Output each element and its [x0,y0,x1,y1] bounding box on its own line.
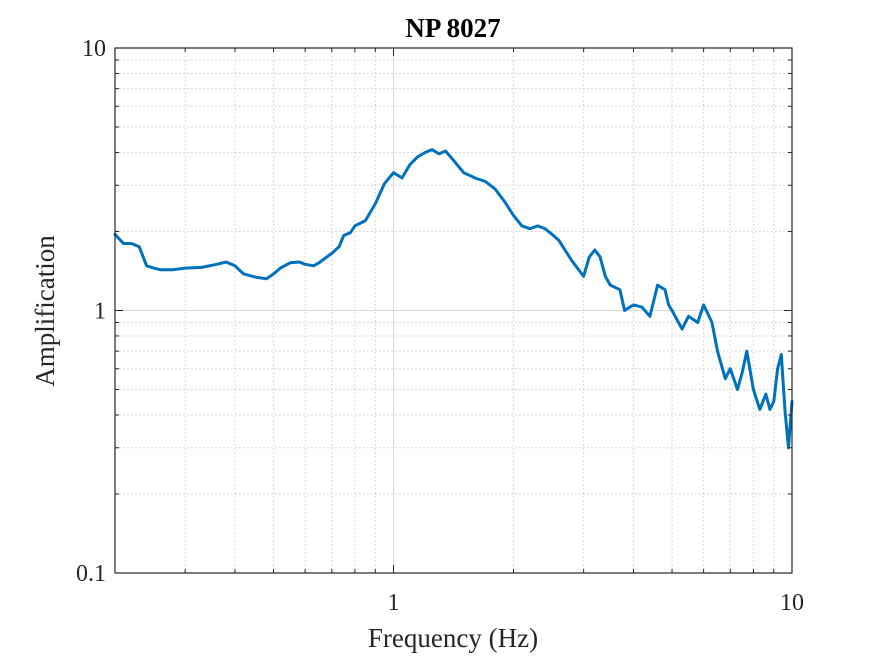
y-axis-label: Amplification [30,235,60,387]
y-tick-label: 0.1 [76,561,106,587]
minor-grid [115,48,792,573]
x-axis-label: Frequency (Hz) [368,623,538,653]
series-layer [113,148,794,450]
y-tick-label: 10 [82,36,106,62]
major-grid [115,48,792,573]
axis-ticks [115,48,792,573]
y-tick-labels: 0.1 1 10 [76,36,106,587]
x-tick-label: 1 [388,590,400,616]
x-tick-label: 10 [780,590,804,616]
chart-title: NP 8027 [405,13,500,43]
y-tick-label: 1 [94,299,106,325]
x-tick-labels: 1 10 [388,590,804,616]
amplification-line [113,148,794,450]
